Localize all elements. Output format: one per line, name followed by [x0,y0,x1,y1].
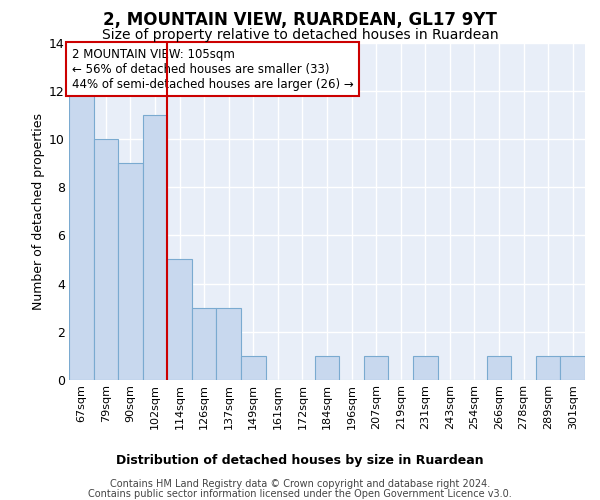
Bar [217,308,241,380]
Text: Distribution of detached houses by size in Ruardean: Distribution of detached houses by size … [116,454,484,467]
Bar [167,260,192,380]
Y-axis label: Number of detached properties: Number of detached properties [32,113,45,310]
Text: Contains public sector information licensed under the Open Government Licence v3: Contains public sector information licen… [88,489,512,499]
Bar [143,115,167,380]
Bar [315,356,339,380]
Bar [241,356,266,380]
Bar [413,356,437,380]
Bar [94,139,118,380]
Text: 2, MOUNTAIN VIEW, RUARDEAN, GL17 9YT: 2, MOUNTAIN VIEW, RUARDEAN, GL17 9YT [103,11,497,29]
Bar [487,356,511,380]
Bar [192,308,217,380]
Text: Size of property relative to detached houses in Ruardean: Size of property relative to detached ho… [101,28,499,42]
Text: Contains HM Land Registry data © Crown copyright and database right 2024.: Contains HM Land Registry data © Crown c… [110,479,490,489]
Bar [536,356,560,380]
Text: 2 MOUNTAIN VIEW: 105sqm
← 56% of detached houses are smaller (33)
44% of semi-de: 2 MOUNTAIN VIEW: 105sqm ← 56% of detache… [71,48,353,90]
Bar [560,356,585,380]
Bar [118,163,143,380]
Bar [364,356,388,380]
Bar [69,90,94,380]
